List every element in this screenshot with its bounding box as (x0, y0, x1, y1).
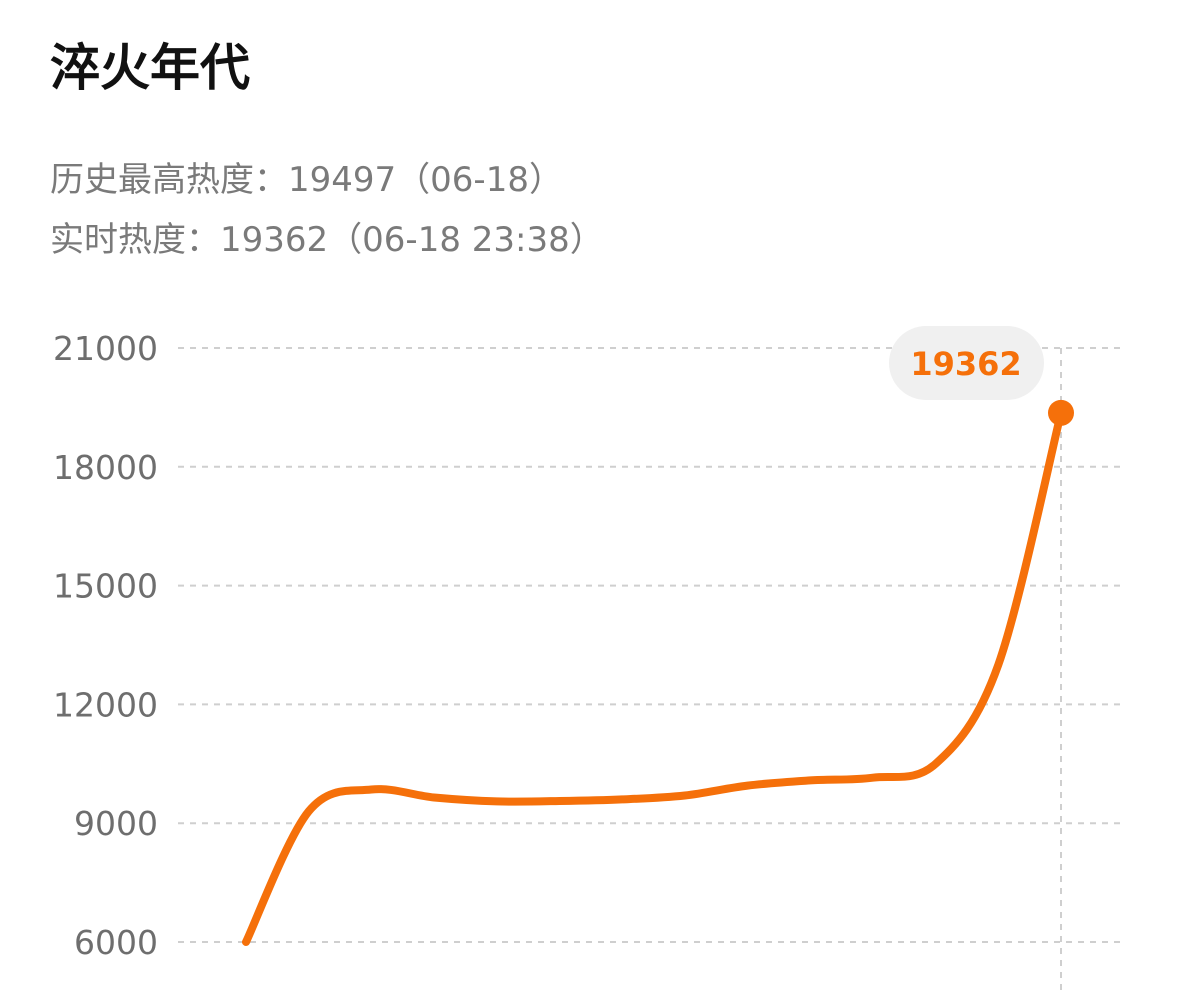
y-tick-label: 18000 (53, 448, 158, 487)
gridlines (178, 347, 1125, 943)
y-tick-label: 12000 (53, 685, 158, 724)
current-value-bubble-label: 19362 (910, 345, 1021, 383)
peak-heat-date: （06-18） (396, 160, 563, 200)
y-tick-label: 21000 (53, 329, 158, 368)
current-heat-value: 19362 (220, 220, 329, 260)
current-heat-line: 实时热度：19362（06-18 23:38） (50, 220, 604, 261)
y-axis-ticks: 21000 18000 15000 12000 9000 6000 (53, 329, 158, 962)
peak-heat-label: 历史最高热度： (50, 160, 288, 200)
peak-heat-line: 历史最高热度：19497（06-18） (50, 160, 563, 201)
y-tick-label: 15000 (53, 567, 158, 606)
y-tick-label: 6000 (74, 923, 158, 962)
page-title: 淬火年代 (50, 39, 250, 97)
current-heat-label: 实时热度： (50, 220, 220, 260)
y-tick-label: 9000 (74, 804, 158, 843)
current-point (1048, 399, 1074, 426)
peak-heat-value: 19497 (288, 160, 397, 200)
current-value-bubble: 19362 (889, 326, 1044, 400)
current-value-bubble-bg (889, 326, 1044, 400)
heat-trend-line (242, 408, 1065, 946)
current-heat-time: （06-18 23:38） (328, 220, 604, 260)
